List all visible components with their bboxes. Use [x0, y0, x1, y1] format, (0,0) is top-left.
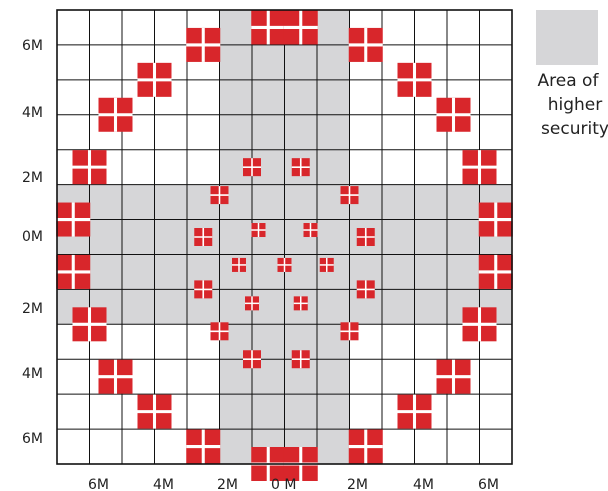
legend: Area of higher security: [536, 10, 608, 139]
light-fixture-outer: [478, 254, 513, 289]
light-fixture-middle: [291, 350, 310, 369]
light-fixture-inner: [277, 257, 292, 272]
grid-border: [56, 9, 513, 465]
legend-swatch: [536, 10, 598, 65]
light-fixture-outer: [348, 27, 383, 62]
light-fixture-middle: [356, 280, 375, 299]
light-fixture-outer: [137, 62, 172, 97]
light-fixture-middle: [194, 228, 213, 246]
light-fixture-middle: [243, 158, 261, 177]
y-label-top-2m: 2M: [22, 170, 43, 186]
light-fixture-outer: [98, 359, 133, 394]
y-label-bottom-4m: 4M: [22, 366, 43, 382]
light-fixture-outer: [251, 10, 286, 45]
light-fixture-inner: [232, 257, 246, 272]
y-label-bottom-6m: 6M: [22, 431, 43, 447]
light-fixture-middle: [291, 158, 310, 177]
light-fixture-outer: [436, 359, 471, 394]
light-fixture-middle: [340, 322, 359, 341]
y-label-bottom-2m: 2M: [22, 301, 43, 317]
light-fixture-outer: [186, 27, 221, 62]
light-fixture-middle: [210, 186, 229, 205]
x-label-right-4m: 4M: [413, 477, 434, 491]
light-fixture-outer: [56, 254, 91, 289]
light-fixture-middle: [356, 228, 375, 246]
light-fixture-middle: [210, 322, 229, 341]
light-fixture-outer: [462, 150, 497, 185]
light-fixture-outer: [98, 97, 133, 132]
light-fixture-inner: [319, 257, 334, 272]
x-label-left-2m: 2M: [217, 477, 238, 491]
light-fixture-outer: [348, 429, 383, 464]
light-fixture-outer: [397, 394, 432, 429]
light-fixture-outer: [397, 62, 432, 97]
light-fixture-inner: [303, 223, 318, 238]
y-label-top-6m: 6M: [22, 38, 43, 54]
light-fixture-outer: [186, 429, 221, 464]
x-axis-labels: 6M 4M 2M 0 M 2M 4M 6M: [88, 477, 499, 491]
light-fixture-middle: [194, 280, 213, 299]
light-fixture-inner: [251, 223, 266, 238]
x-label-right-6m: 6M: [478, 477, 499, 491]
x-label-left-6m: 6M: [88, 477, 109, 491]
light-fixture-outer: [72, 307, 107, 342]
light-fixture-outer: [462, 307, 497, 342]
legend-label-line1: Area of: [538, 71, 600, 91]
light-fixture-outer: [436, 97, 471, 132]
light-fixture-outer: [72, 150, 107, 185]
y-label-0m: 0M: [22, 229, 43, 245]
light-fixture-middle: [340, 186, 359, 205]
y-label-top-4m: 4M: [22, 105, 43, 121]
light-fixture-outer: [478, 202, 513, 237]
legend-label-line2: higher: [548, 95, 603, 115]
x-label-left-4m: 4M: [153, 477, 174, 491]
light-fixture-outer: [283, 10, 318, 45]
light-fixture-inner: [293, 296, 308, 311]
light-fixture-outer: [137, 394, 172, 429]
light-fixture-outer: [56, 202, 91, 237]
x-label-0m: 0 M: [271, 477, 296, 491]
light-fixture-middle: [243, 350, 261, 369]
legend-label-line3: security: [541, 119, 608, 139]
light-fixture-inner: [245, 296, 259, 311]
y-axis-labels: 6M 4M 2M 0M 2M 4M 6M: [22, 38, 43, 447]
x-label-right-2m: 2M: [347, 477, 368, 491]
